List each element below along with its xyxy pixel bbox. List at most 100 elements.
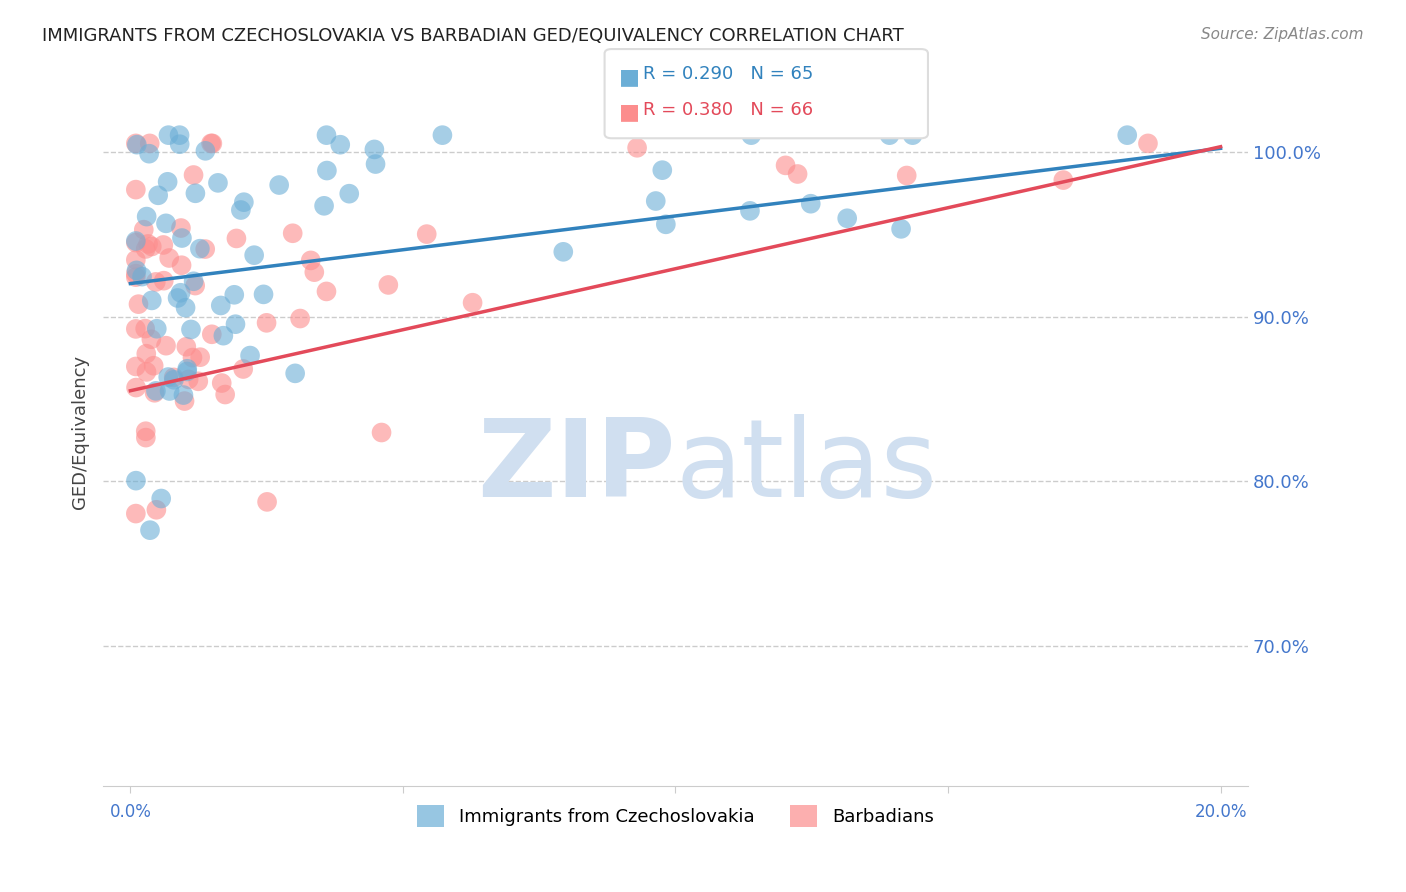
- Point: [157, 128, 180, 143]
- Point: [288, 311, 311, 326]
- Point: [157, 370, 180, 384]
- Point: [125, 183, 148, 197]
- Point: [269, 178, 291, 192]
- Point: [138, 136, 160, 151]
- Point: [194, 144, 217, 158]
- Point: [125, 137, 148, 152]
- Point: [837, 211, 859, 226]
- Point: [146, 322, 169, 336]
- Point: [187, 374, 209, 388]
- Point: [553, 244, 575, 259]
- Point: [136, 236, 159, 251]
- Point: [800, 196, 823, 211]
- Point: [125, 252, 148, 267]
- Point: [316, 163, 339, 178]
- Point: [188, 350, 211, 364]
- Text: IMMIGRANTS FROM CZECHOSLOVAKIA VS BARBADIAN GED/EQUIVALENCY CORRELATION CHART: IMMIGRANTS FROM CZECHOSLOVAKIA VS BARBAD…: [42, 27, 904, 45]
- Point: [125, 235, 148, 250]
- Point: [214, 387, 236, 401]
- Text: R = 0.290   N = 65: R = 0.290 N = 65: [643, 65, 813, 83]
- Point: [131, 269, 153, 284]
- Point: [125, 136, 148, 151]
- Point: [125, 267, 148, 281]
- Point: [141, 239, 163, 253]
- Point: [142, 359, 165, 373]
- Point: [125, 474, 148, 488]
- Point: [239, 349, 262, 363]
- Point: [304, 265, 326, 279]
- Point: [1116, 128, 1139, 143]
- Y-axis label: GED/Equivalency: GED/Equivalency: [72, 355, 89, 509]
- Text: ■: ■: [619, 103, 640, 122]
- Point: [229, 202, 252, 217]
- Point: [143, 385, 166, 400]
- Point: [173, 394, 195, 409]
- Point: [169, 285, 191, 300]
- Point: [172, 388, 194, 402]
- Point: [243, 248, 266, 262]
- Point: [125, 380, 148, 394]
- Point: [152, 274, 174, 288]
- Text: 20.0%: 20.0%: [1194, 803, 1247, 821]
- Point: [314, 199, 336, 213]
- Point: [145, 502, 167, 516]
- Point: [890, 222, 912, 236]
- Point: [896, 169, 918, 183]
- Point: [155, 339, 177, 353]
- Point: [157, 251, 180, 265]
- Point: [125, 359, 148, 374]
- Point: [145, 384, 167, 398]
- Point: [150, 491, 173, 506]
- Point: [135, 242, 157, 256]
- Point: [135, 365, 157, 379]
- Point: [176, 364, 198, 378]
- Point: [166, 291, 188, 305]
- Point: [141, 293, 163, 308]
- Point: [135, 431, 157, 445]
- Point: [212, 328, 235, 343]
- Point: [626, 141, 648, 155]
- Point: [125, 263, 148, 277]
- Point: [125, 507, 148, 521]
- Point: [194, 242, 217, 256]
- Point: [224, 317, 246, 331]
- Point: [170, 231, 193, 245]
- Text: R = 0.380   N = 66: R = 0.380 N = 66: [643, 101, 813, 119]
- Point: [174, 301, 197, 315]
- Point: [180, 322, 202, 336]
- Point: [315, 128, 337, 143]
- Point: [315, 285, 337, 299]
- Point: [176, 340, 198, 354]
- Point: [363, 142, 385, 156]
- Point: [738, 203, 761, 218]
- Point: [299, 253, 322, 268]
- Point: [135, 347, 157, 361]
- Point: [786, 167, 808, 181]
- Point: [135, 210, 157, 224]
- Text: Source: ZipAtlas.com: Source: ZipAtlas.com: [1201, 27, 1364, 42]
- Point: [177, 372, 200, 386]
- Point: [879, 128, 901, 143]
- Point: [156, 175, 179, 189]
- Point: [209, 298, 232, 312]
- Point: [181, 351, 204, 365]
- Point: [163, 373, 186, 387]
- Point: [461, 295, 484, 310]
- Point: [432, 128, 454, 143]
- Point: [207, 176, 229, 190]
- Point: [256, 495, 278, 509]
- Legend: Immigrants from Czechoslovakia, Barbadians: Immigrants from Czechoslovakia, Barbadia…: [411, 797, 941, 834]
- Point: [169, 128, 191, 143]
- Point: [183, 274, 205, 288]
- Point: [169, 137, 191, 152]
- Point: [188, 242, 211, 256]
- Point: [740, 128, 762, 143]
- Point: [163, 370, 186, 384]
- Point: [370, 425, 392, 440]
- Point: [145, 275, 167, 289]
- Point: [655, 217, 678, 231]
- Text: atlas: atlas: [675, 415, 938, 520]
- Point: [651, 163, 673, 178]
- Point: [1052, 173, 1074, 187]
- Point: [146, 188, 169, 202]
